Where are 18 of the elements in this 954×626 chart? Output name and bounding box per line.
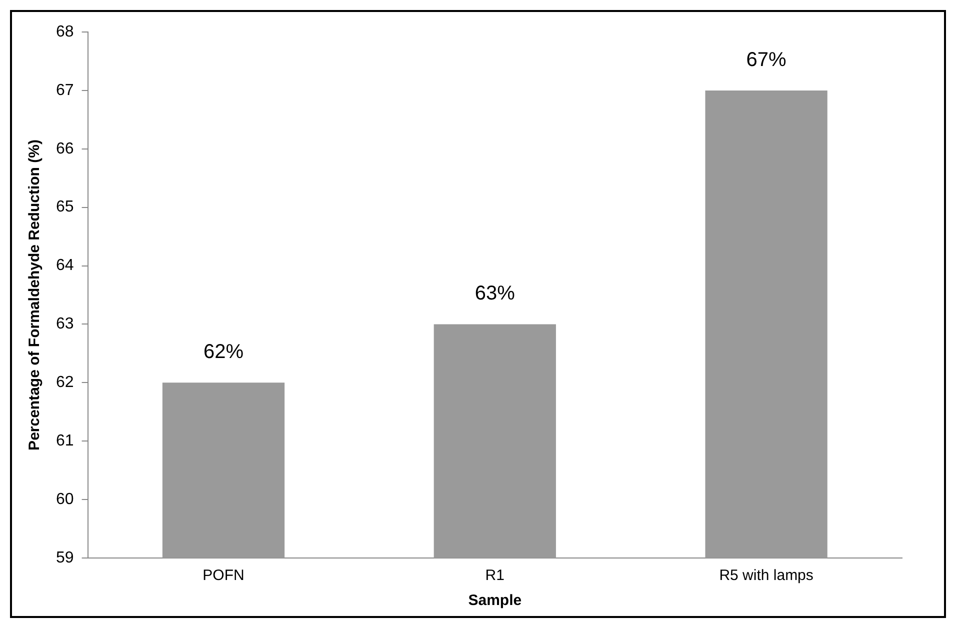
x-axis-title: Sample: [468, 592, 522, 610]
data-label: 67%: [746, 48, 787, 71]
y-tick-label: 60: [56, 490, 74, 508]
y-tick-label: 61: [56, 432, 74, 450]
y-tick-label: 62: [56, 374, 74, 392]
y-tick-label: 66: [56, 140, 74, 158]
y-tick-label: 67: [56, 82, 74, 99]
x-tick-label: R5 with lamps: [719, 567, 814, 584]
y-tick-label: 64: [56, 257, 74, 274]
y-tick-label: 63: [56, 316, 74, 333]
y-tick-label: 59: [56, 549, 74, 566]
x-tick-label: R1: [485, 567, 504, 584]
y-axis-title: Percentage of Formaldehyde Reduction (%): [26, 140, 44, 450]
x-tick-label: POFN: [202, 567, 244, 584]
y-tick-label: 65: [56, 198, 74, 216]
y-tick-label: 68: [56, 23, 74, 40]
data-label: 63%: [474, 282, 516, 305]
data-label: 62%: [203, 341, 244, 364]
